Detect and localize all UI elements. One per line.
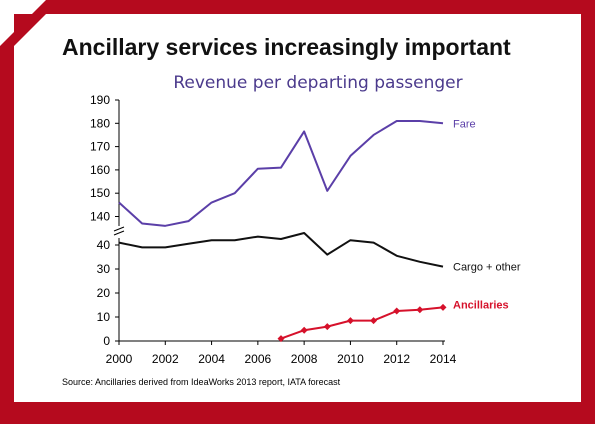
y-tick-label: 0 [103, 334, 110, 348]
y-tick-label: 190 [90, 93, 110, 107]
slide-title: Ancillary services increasingly importan… [62, 34, 511, 60]
card-corner-notch [14, 14, 46, 46]
data-point-ancillaries [416, 306, 424, 314]
y-tick-label: 20 [97, 286, 111, 300]
data-point-ancillaries [300, 326, 308, 334]
y-tick-label: 150 [90, 186, 110, 200]
x-tick-label: 2000 [106, 352, 133, 366]
x-tick-label: 2008 [291, 352, 318, 366]
data-point-ancillaries [439, 303, 447, 311]
x-tick-label: 2010 [337, 352, 364, 366]
chart-series-labels: Fare Cargo + other Ancillaries [453, 118, 521, 311]
series-label-fare: Fare [453, 118, 476, 130]
data-point-ancillaries [346, 317, 354, 325]
y-tick-label: 160 [90, 163, 110, 177]
chart-source: Source: Ancillaries derived from IdeaWor… [62, 377, 341, 387]
x-tick-label: 2006 [245, 352, 272, 366]
y-tick-label: 10 [97, 310, 111, 324]
data-point-ancillaries [277, 335, 285, 343]
y-tick-label: 140 [90, 210, 110, 224]
axis-break-mark [113, 230, 125, 236]
data-point-ancillaries [323, 323, 331, 331]
data-point-ancillaries [393, 307, 401, 315]
chart-series [118, 119, 447, 343]
series-label-cargo-other: Cargo + other [453, 262, 521, 274]
axis-break-mark [113, 226, 125, 232]
x-tick-label: 2004 [198, 352, 225, 366]
series-line-ancillaries [280, 306, 444, 340]
y-tick-label: 40 [97, 238, 111, 252]
data-point-ancillaries [370, 317, 378, 325]
slide-card [14, 14, 581, 402]
chart-axes: 140 150 160 170 180 190 0 10 20 30 40 2000 2002 2004 2… [90, 93, 457, 366]
x-tick-label: 2012 [383, 352, 410, 366]
y-tick-label: 30 [97, 262, 111, 276]
chart-subtitle: Revenue per departing passenger [173, 73, 462, 93]
series-line-fare [118, 119, 444, 227]
y-tick-label: 170 [90, 140, 110, 154]
x-tick-label: 2014 [430, 352, 457, 366]
x-tick-label: 2002 [152, 352, 179, 366]
series-line-cargo-other [118, 232, 444, 268]
y-tick-label: 180 [90, 116, 110, 130]
series-label-ancillaries: Ancillaries [453, 299, 509, 311]
